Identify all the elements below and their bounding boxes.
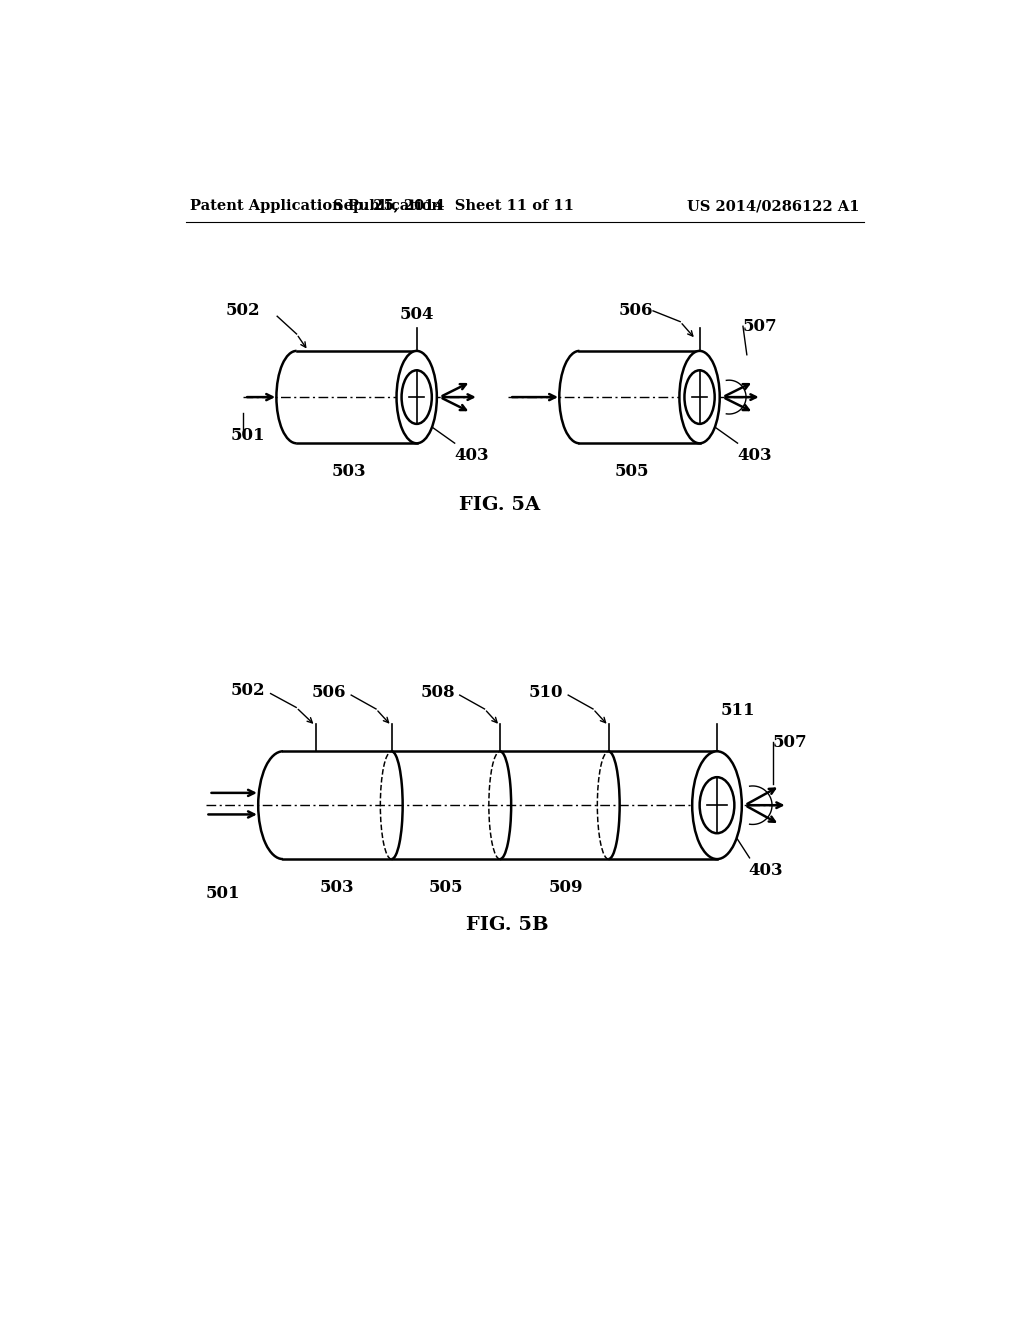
Text: 505: 505 [614, 463, 649, 480]
Text: FIG. 5A: FIG. 5A [460, 496, 541, 513]
Text: 501: 501 [206, 886, 240, 903]
Ellipse shape [684, 371, 715, 424]
Text: Sep. 25, 2014  Sheet 11 of 11: Sep. 25, 2014 Sheet 11 of 11 [333, 199, 574, 213]
Text: 503: 503 [319, 879, 354, 896]
Text: 501: 501 [231, 428, 265, 444]
Ellipse shape [679, 351, 720, 444]
Text: Patent Application Publication: Patent Application Publication [190, 199, 442, 213]
Text: 507: 507 [743, 318, 777, 335]
Ellipse shape [401, 371, 432, 424]
Text: 403: 403 [737, 447, 772, 465]
Text: 502: 502 [230, 682, 265, 700]
Text: 503: 503 [332, 463, 367, 480]
Ellipse shape [396, 351, 437, 444]
Ellipse shape [692, 751, 741, 859]
Text: 511: 511 [721, 702, 756, 719]
Text: 502: 502 [225, 302, 260, 319]
Text: 506: 506 [618, 302, 653, 319]
Text: 403: 403 [748, 862, 782, 879]
Text: 505: 505 [428, 879, 463, 896]
Text: 509: 509 [549, 879, 583, 896]
Text: 504: 504 [399, 306, 434, 323]
Ellipse shape [699, 777, 734, 833]
Text: 508: 508 [421, 684, 455, 701]
Text: US 2014/0286122 A1: US 2014/0286122 A1 [687, 199, 859, 213]
Text: 507: 507 [773, 734, 808, 751]
Text: FIG. 5B: FIG. 5B [467, 916, 549, 933]
Text: 403: 403 [455, 447, 489, 465]
Text: 510: 510 [529, 684, 563, 701]
Text: 506: 506 [312, 684, 346, 701]
